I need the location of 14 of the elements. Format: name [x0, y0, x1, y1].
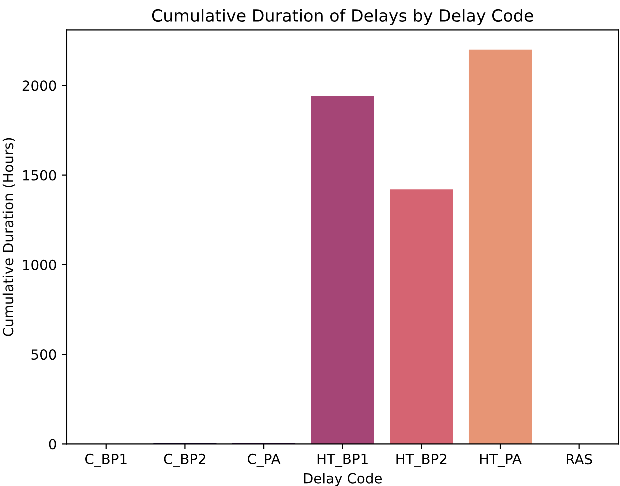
y-tick-label: 0: [49, 439, 56, 450]
x-tick-label: C_PA: [248, 454, 281, 468]
y-tick-label: 500: [32, 350, 56, 360]
x-tick-label: HT_BP1: [318, 454, 368, 468]
x-tick-label: C_BP2: [164, 454, 206, 468]
y-tick-label: 2000: [22, 80, 56, 92]
x-tick-label: HT_BP2: [396, 454, 447, 468]
x-tick-label: HT_PA: [480, 454, 522, 468]
y-tick-label: 1000: [23, 260, 56, 270]
y-axis-title: Cumulative Duration (Hours): [2, 138, 16, 336]
chart-title: Cumulative Duration of Delays by Delay Code: [152, 9, 534, 26]
y-tick-label: 1500: [23, 170, 56, 181]
x-tick-label: RAS: [567, 454, 592, 465]
x-tick-label: C_BP1: [85, 454, 127, 468]
